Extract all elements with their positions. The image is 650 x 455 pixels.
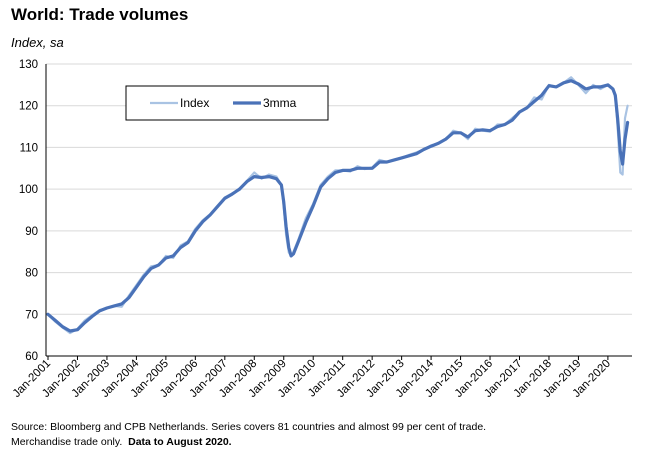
y-tick-label: 120 <box>19 101 38 113</box>
source-text: Source: Bloomberg and CPB Netherlands. S… <box>11 421 487 433</box>
data-cutoff-note: Data to August 2020. <box>128 436 232 448</box>
chart-title: World: Trade volumes <box>11 5 189 24</box>
legend: Index 3mma <box>125 85 329 121</box>
source-note: Source: Bloomberg and CPB Netherlands. S… <box>11 420 486 450</box>
y-tick-labels: 60 70 80 90 100 110 120 130 <box>19 59 38 363</box>
y-tick-label: 80 <box>25 268 38 280</box>
legend-label-3mma: 3mma <box>263 96 297 110</box>
series-lines <box>46 76 630 335</box>
y-tick-label: 90 <box>25 226 38 238</box>
x-tick-labels: Jan-2001Jan-2002Jan-2003Jan-2004Jan-2005… <box>11 356 613 400</box>
y-tick-label: 60 <box>25 351 38 363</box>
y-tick-label: 130 <box>19 59 38 71</box>
legend-label-index: Index <box>180 96 209 110</box>
gridlines <box>45 63 632 357</box>
y-tick-label: 110 <box>20 142 38 154</box>
y-tick-label: 100 <box>19 184 38 196</box>
series-line-3mma <box>46 79 630 333</box>
trade-volume-chart: 60 70 80 90 100 110 120 130 Jan-2001Jan-2002Jan… <box>11 59 632 400</box>
y-axis-label: Index, sa <box>11 35 64 50</box>
source-text-2: Merchandise trade only. <box>11 436 123 448</box>
y-tick-label: 70 <box>25 309 38 321</box>
